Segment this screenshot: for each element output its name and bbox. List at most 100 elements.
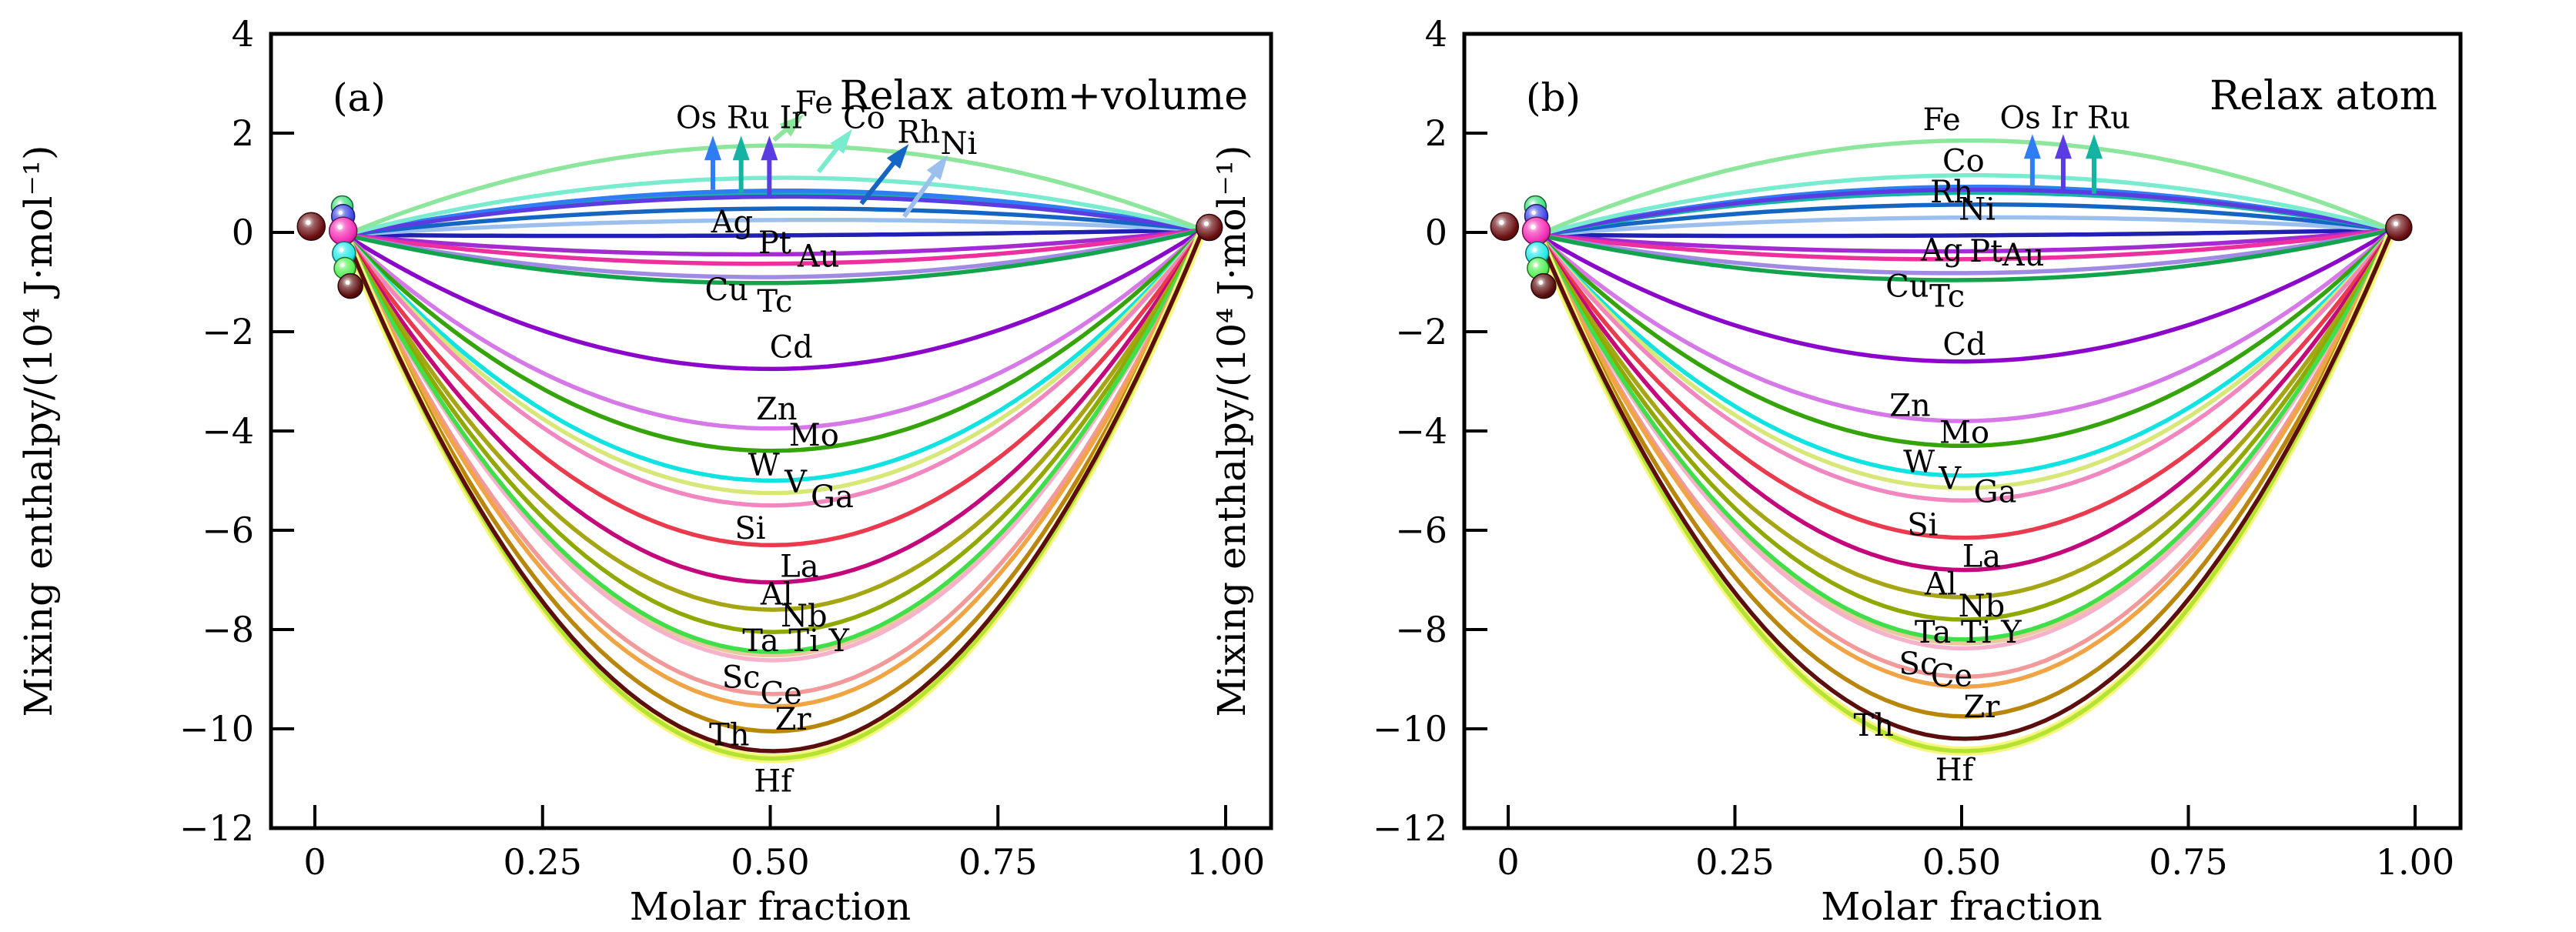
curve-Cd bbox=[1537, 228, 2394, 364]
element-label-Sc: Sc bbox=[1899, 646, 1938, 682]
curve-Al bbox=[1536, 229, 2394, 600]
curve-Tc bbox=[1537, 228, 2394, 282]
magenta-sphere bbox=[328, 216, 358, 246]
element-label-Co: Co bbox=[1942, 143, 1985, 179]
element-label-La: La bbox=[780, 549, 818, 584]
sphere-highlight bbox=[1203, 221, 1209, 226]
element-label-Cu: Cu bbox=[705, 272, 748, 308]
element-label-Th: Th bbox=[709, 718, 749, 753]
x-tick-label: 0.50 bbox=[1922, 841, 2001, 883]
x-tick-label: 0.75 bbox=[2149, 841, 2227, 883]
sphere-highlight bbox=[345, 280, 350, 286]
curve-Pt bbox=[1537, 228, 2393, 254]
curve-Ce bbox=[1536, 229, 2395, 689]
curve-Hf bbox=[1536, 229, 2395, 753]
curve-Au bbox=[1537, 228, 2393, 262]
sphere-highlight bbox=[306, 219, 311, 225]
curve-Pt bbox=[344, 228, 1203, 257]
curve-Mo bbox=[1536, 228, 2394, 449]
element-label-Ag: Ag bbox=[711, 205, 754, 240]
element-label-Ag: Ag bbox=[1920, 233, 1963, 269]
element-label-W: W bbox=[1903, 445, 1935, 480]
x-tick-label: 0.50 bbox=[731, 841, 809, 883]
curve-Zn bbox=[1537, 228, 2394, 423]
plot-box bbox=[1462, 32, 2463, 830]
sphere-highlight bbox=[1499, 219, 1504, 225]
element-label-Al: Al bbox=[1924, 567, 1957, 603]
curve-Cu bbox=[344, 228, 1203, 279]
curve-Al bbox=[343, 229, 1205, 612]
element-label-Rh: Rh bbox=[897, 115, 940, 151]
element-label-V: V bbox=[1938, 461, 1962, 496]
arrow-Os-head bbox=[704, 135, 721, 161]
arrow-Ir-head bbox=[2054, 134, 2072, 159]
arrow-Os-head bbox=[2023, 134, 2041, 159]
y-axis-label: Mixing enthalpy/(10⁴ J·mol⁻¹) bbox=[16, 145, 61, 717]
y-tick-label: −12 bbox=[1373, 807, 1447, 849]
curve-W bbox=[1536, 228, 2394, 478]
element-label-Rh: Rh bbox=[1930, 175, 1973, 210]
curve-Ir bbox=[1537, 187, 2394, 237]
element-label-Zn: Zn bbox=[1889, 388, 1931, 423]
element-label-Ni: Ni bbox=[940, 126, 977, 162]
x-tick-label: 0.25 bbox=[503, 841, 582, 883]
curve-Co bbox=[1537, 173, 2394, 237]
y-tick-label: −6 bbox=[1395, 509, 1447, 551]
element-label-Tc: Tc bbox=[757, 284, 792, 319]
curve-Y bbox=[343, 229, 1205, 663]
curve-Zr bbox=[1536, 229, 2395, 719]
element-label-Si: Si bbox=[1907, 507, 1938, 543]
y-tick-label: −8 bbox=[202, 609, 254, 650]
y-tick-label: 0 bbox=[1425, 212, 1447, 253]
element-label-Mo: Mo bbox=[1939, 415, 1989, 450]
element-label-Sc: Sc bbox=[722, 660, 761, 695]
maroon-sphere-right bbox=[1195, 213, 1223, 242]
panel-title: Relax atom+volume bbox=[840, 73, 1248, 119]
element-label-Pt: Pt bbox=[1969, 234, 2002, 269]
x-tick-label: 0.25 bbox=[1695, 841, 1774, 883]
element-label-Ce: Ce bbox=[761, 676, 802, 712]
element-label-Si: Si bbox=[734, 511, 765, 546]
curve-Sc bbox=[1536, 229, 2395, 680]
y-tick-label: −2 bbox=[202, 311, 254, 352]
y-tick-label: 4 bbox=[1425, 13, 1447, 55]
curve-Zn bbox=[343, 228, 1205, 431]
element-label-Au: Au bbox=[2002, 238, 2045, 273]
curve-Ni bbox=[344, 217, 1203, 237]
x-axis-label: Molar fraction bbox=[1821, 884, 2103, 929]
curve-Nb bbox=[343, 229, 1205, 634]
y-tick-label: −2 bbox=[1395, 311, 1447, 352]
sphere-highlight bbox=[339, 248, 344, 252]
curve-Cu bbox=[1537, 228, 2394, 276]
y-tick-label: 2 bbox=[1425, 112, 1447, 154]
curve-Th bbox=[343, 229, 1205, 753]
curve-Mo bbox=[343, 228, 1205, 453]
curve-Os bbox=[344, 189, 1203, 237]
magenta-sphere bbox=[1521, 216, 1551, 246]
element-label-Os-Ir-Ru: Os Ir Ru bbox=[2000, 100, 2131, 135]
element-label-La: La bbox=[1962, 539, 2001, 575]
element-label-Nb: Nb bbox=[781, 599, 828, 634]
element-label-Ga: Ga bbox=[1974, 475, 2017, 510]
x-tick-label: 1.00 bbox=[2376, 841, 2454, 883]
curve-Rh bbox=[1537, 202, 2393, 237]
curve-Tc bbox=[344, 228, 1204, 286]
curve-La bbox=[343, 229, 1205, 585]
arrow-Rh-head bbox=[886, 144, 909, 169]
curve-Ga bbox=[1536, 229, 2394, 503]
curve-Ce bbox=[343, 229, 1205, 709]
panel-title: Relax atom bbox=[2210, 73, 2437, 119]
element-label-Tc: Tc bbox=[1929, 279, 1965, 315]
x-tick-label: 0.75 bbox=[958, 841, 1037, 883]
y-tick-label: 2 bbox=[232, 112, 254, 154]
element-label-Zr: Zr bbox=[775, 702, 812, 737]
x-tick-label: 1.00 bbox=[1186, 841, 1265, 883]
element-label-Ta-Ti-Y: Ta Ti Y bbox=[1915, 615, 2022, 650]
y-tick-label: −4 bbox=[202, 410, 254, 452]
element-label-Mo: Mo bbox=[789, 418, 839, 453]
arrow-Ni-head bbox=[926, 155, 948, 180]
y-axis-label: Mixing enthalpy/(10⁴ J·mol⁻¹) bbox=[1209, 145, 1254, 717]
curve-La bbox=[1536, 229, 2394, 573]
